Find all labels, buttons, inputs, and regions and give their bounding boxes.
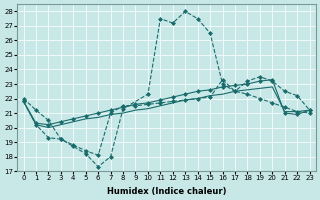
X-axis label: Humidex (Indice chaleur): Humidex (Indice chaleur) [107,187,226,196]
